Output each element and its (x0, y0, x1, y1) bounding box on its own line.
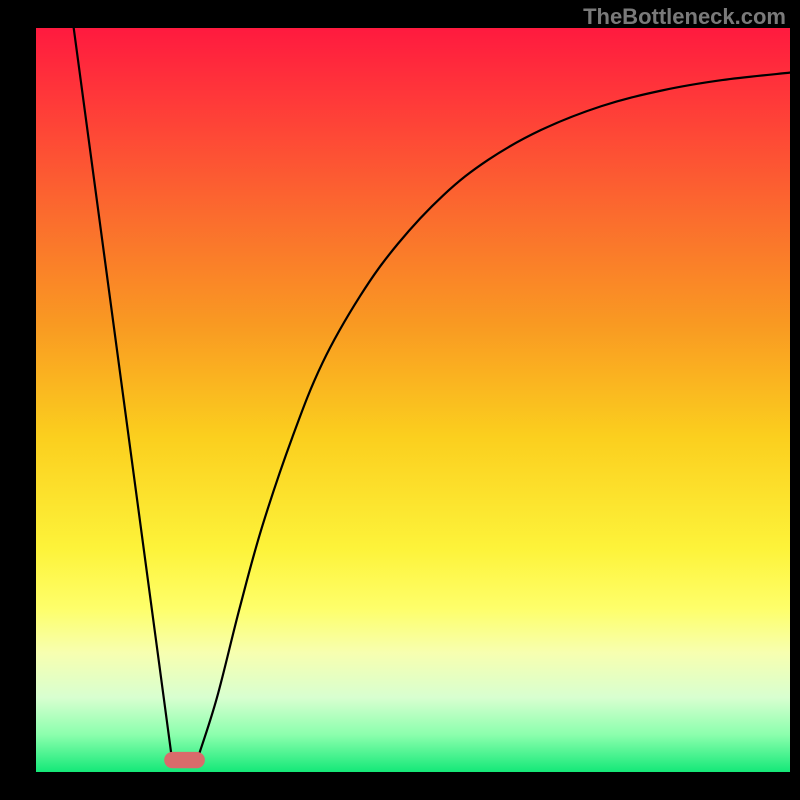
plot-svg (36, 28, 790, 772)
plot-area (36, 28, 790, 772)
bottleneck-marker (164, 752, 205, 768)
gradient-background (36, 28, 790, 772)
watermark-text: TheBottleneck.com (583, 4, 786, 30)
chart-container: TheBottleneck.com (0, 0, 800, 800)
